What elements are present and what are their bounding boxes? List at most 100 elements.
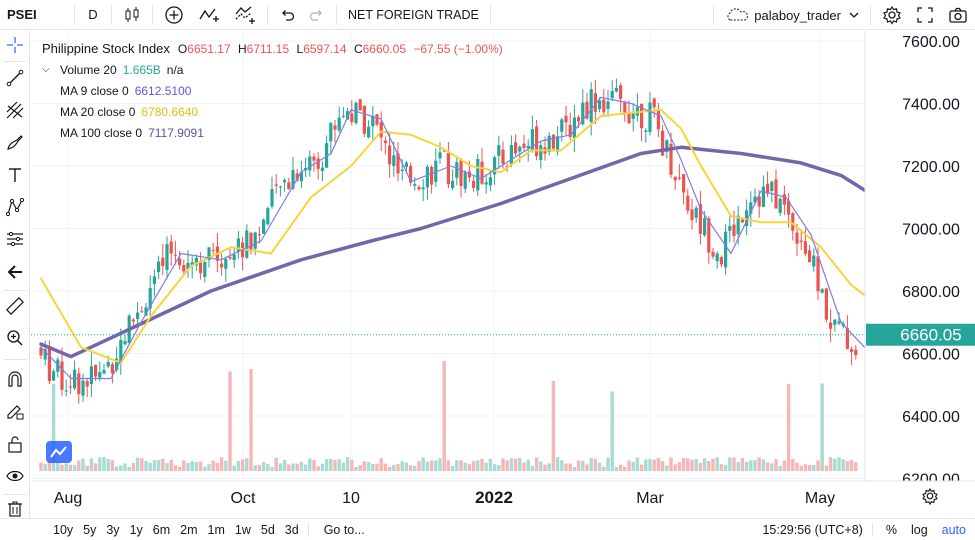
symbol-search[interactable]: PSEI <box>0 0 70 30</box>
candle-body <box>89 366 93 385</box>
range-10y[interactable]: 10y <box>53 522 74 537</box>
delete-tool[interactable] <box>0 497 30 523</box>
range-6m[interactable]: 6m <box>152 522 171 537</box>
volume-bar <box>799 465 803 471</box>
fullscreen-button[interactable] <box>909 0 941 30</box>
candle-body <box>144 307 148 316</box>
candle-body <box>333 125 337 130</box>
undo-button[interactable] <box>272 0 302 30</box>
volume-bar <box>72 464 77 471</box>
candle-body <box>761 186 765 207</box>
range-2m[interactable]: 2m <box>180 522 198 537</box>
zoom-in-icon <box>5 328 25 351</box>
volume-bar <box>127 466 131 471</box>
range-1m[interactable]: 1m <box>207 522 225 537</box>
settings-button[interactable] <box>875 0 909 30</box>
volume-bar <box>560 460 564 471</box>
volume-bar <box>438 458 442 471</box>
stay-drawing-tool[interactable] <box>0 399 30 425</box>
volume-bar <box>471 461 476 471</box>
hide-tool[interactable] <box>0 464 30 490</box>
candle-body <box>799 240 803 242</box>
y-tick-label: 6400.00 <box>902 409 960 426</box>
volume-bar <box>492 464 497 471</box>
candles-icon <box>123 6 141 24</box>
percent-toggle[interactable]: % <box>885 523 897 537</box>
candle-body <box>824 288 828 320</box>
volume-bar <box>404 462 409 471</box>
candle-body <box>358 99 362 111</box>
volume-bar <box>786 383 791 471</box>
volume-bar <box>366 462 371 471</box>
candle-body <box>547 135 551 153</box>
templates-button[interactable] <box>227 0 263 30</box>
price-chart[interactable]: 7600.00 7400.00 7200.00 7000.00 6800.00 6600.… <box>31 31 975 518</box>
candle-body <box>472 180 476 188</box>
volume-bar <box>194 461 199 471</box>
text-tool[interactable] <box>0 163 30 189</box>
ma20-legend-row[interactable]: MA 20 close 0 6780.6640 <box>42 101 507 122</box>
compare-button[interactable] <box>157 0 191 30</box>
auto-toggle[interactable]: auto <box>941 523 966 537</box>
tradingview-logo[interactable] <box>46 441 72 463</box>
candle-body <box>669 143 673 175</box>
measure-tool[interactable] <box>0 294 30 320</box>
ma9-legend-row[interactable]: MA 9 close 0 6612.5100 <box>42 80 507 101</box>
candle-body <box>451 180 455 189</box>
volume-bar <box>387 466 392 471</box>
volume-bar <box>681 457 686 471</box>
candle-body <box>94 364 98 377</box>
redo-button[interactable] <box>302 0 332 30</box>
candle-body <box>677 177 681 179</box>
indicators-button[interactable] <box>191 0 227 30</box>
interval-button[interactable]: D <box>79 0 107 30</box>
lock-tool[interactable] <box>0 432 30 458</box>
trend-line-tool[interactable] <box>0 66 30 92</box>
chevron-down-icon[interactable]: ⌵ <box>42 63 50 75</box>
volume-bar <box>161 458 165 471</box>
range-5y[interactable]: 5y <box>83 522 97 537</box>
axis-settings-button[interactable] <box>922 487 938 506</box>
brush-tool[interactable] <box>0 130 30 156</box>
pattern-tool[interactable] <box>0 195 30 221</box>
zoom-tool[interactable] <box>0 326 30 352</box>
candle-body <box>732 224 736 236</box>
net-foreign-trade-button[interactable]: NET FOREIGN TRADE <box>341 0 486 30</box>
volume-bar <box>568 463 572 471</box>
candle-body <box>68 386 72 388</box>
time-axis[interactable]: Aug Oct 10 2022 Mar May <box>54 488 835 507</box>
layout-menu[interactable]: palaboy_trader <box>718 0 866 30</box>
ma100-legend-row[interactable]: MA 100 close 0 7117.9091 <box>42 122 507 143</box>
crosshair-tool[interactable] <box>0 33 30 59</box>
volume-bar <box>476 460 480 471</box>
magnet-tool[interactable] <box>0 367 30 393</box>
chart-type-button[interactable] <box>116 0 148 30</box>
volume-bar <box>421 457 425 471</box>
candle-body <box>833 319 837 325</box>
candle-body <box>656 110 660 130</box>
volume-legend-row[interactable]: ⌵ Volume 20 1.665B n/a <box>42 59 507 80</box>
log-toggle[interactable]: log <box>910 523 928 537</box>
candle-body <box>774 179 778 209</box>
back-tool[interactable] <box>0 260 30 286</box>
candle-body <box>131 319 135 322</box>
volume-extra: n/a <box>166 62 184 77</box>
volume-bar <box>186 463 190 471</box>
volume-bar <box>778 465 782 471</box>
fib-tool[interactable] <box>0 98 30 124</box>
volume-bar <box>358 465 362 471</box>
volume-bar <box>333 460 337 471</box>
clock-text[interactable]: 15:29:56 (UTC+8) <box>762 523 863 537</box>
volume-bar <box>442 361 446 471</box>
range-1y[interactable]: 1y <box>129 522 143 537</box>
range-3y[interactable]: 3y <box>106 522 120 537</box>
forecast-tool[interactable] <box>0 227 30 253</box>
range-3d[interactable]: 3d <box>284 522 299 537</box>
candle-body <box>161 257 165 267</box>
range-5d[interactable]: 5d <box>260 522 275 537</box>
candle-body <box>854 349 858 356</box>
range-1w[interactable]: 1w <box>234 522 251 537</box>
goto-button[interactable]: Go to... <box>323 522 365 537</box>
volume-bar <box>509 458 514 471</box>
snapshot-button[interactable] <box>941 0 975 30</box>
